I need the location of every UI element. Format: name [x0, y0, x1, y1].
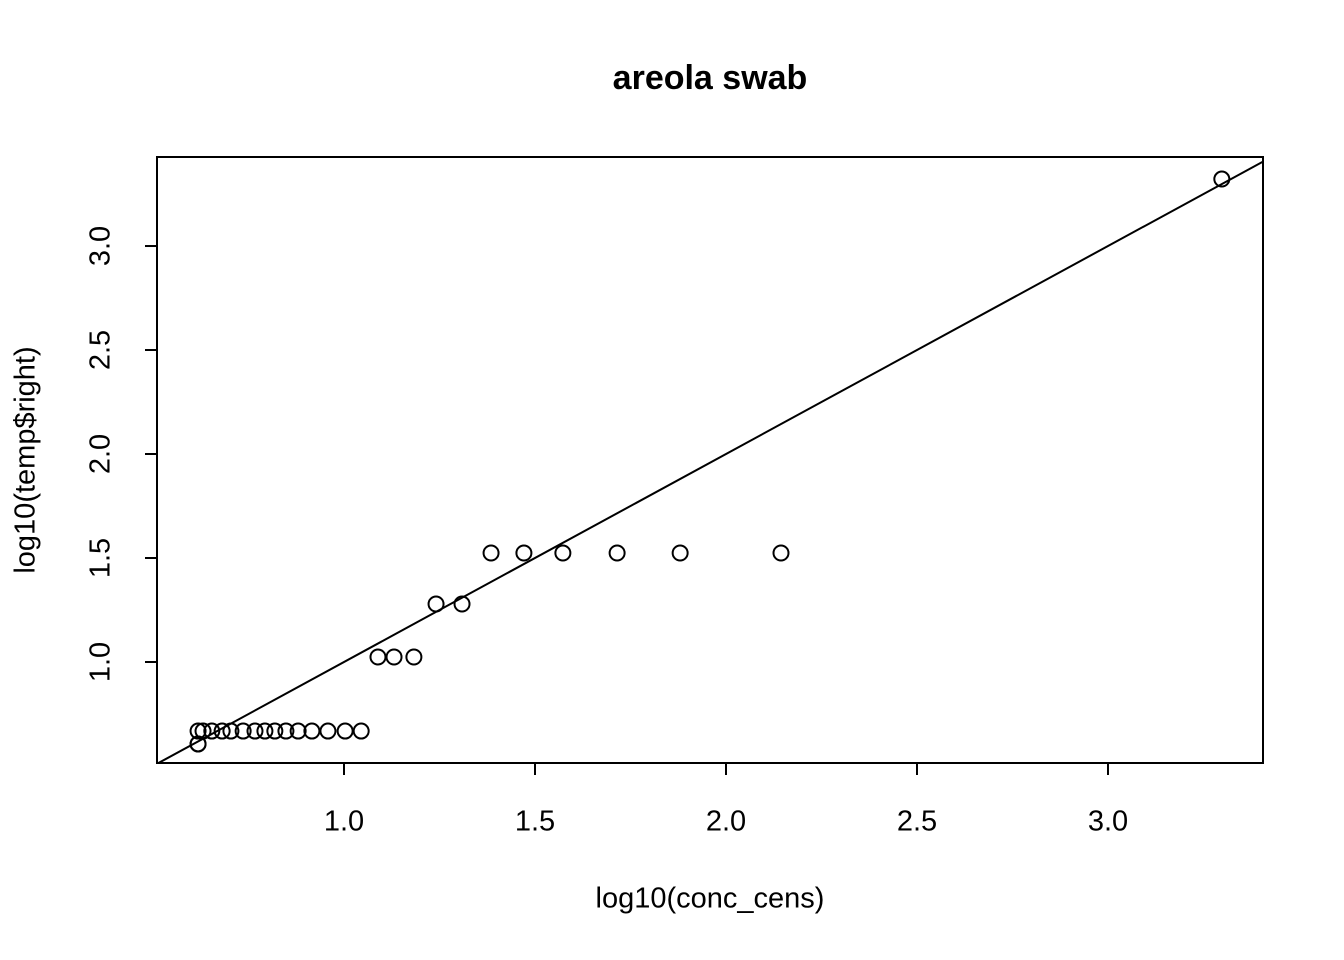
point — [336, 722, 354, 740]
point — [554, 544, 572, 562]
point — [671, 544, 689, 562]
x-tick-label: 2.0 — [706, 806, 746, 838]
y-tick-label: 2.5 — [85, 330, 117, 370]
point — [303, 722, 321, 740]
point — [194, 722, 212, 740]
point — [289, 722, 307, 740]
point — [319, 722, 337, 740]
x-tick-label: 1.0 — [324, 806, 364, 838]
point — [246, 722, 264, 740]
point — [189, 722, 207, 740]
point — [213, 722, 231, 740]
y-tick-label: 1.0 — [85, 642, 117, 682]
chart-title: areola swab — [613, 59, 808, 97]
point — [1213, 170, 1231, 188]
x-tick-label: 3.0 — [1088, 806, 1128, 838]
x-axis-label: log10(conc_cens) — [596, 883, 825, 915]
plot-box — [156, 156, 1264, 764]
point — [405, 648, 423, 666]
point — [352, 722, 370, 740]
y-tick-label: 3.0 — [85, 226, 117, 266]
point — [369, 648, 387, 666]
point — [234, 722, 252, 740]
y-axis-label: log10(temp$right) — [10, 346, 42, 573]
x-tick-label: 2.5 — [897, 806, 937, 838]
point — [203, 722, 221, 740]
point — [515, 544, 533, 562]
point — [277, 722, 295, 740]
reference-line — [157, 160, 1263, 763]
x-tick-label: 1.5 — [515, 806, 555, 838]
y-tick-label: 2.0 — [85, 434, 117, 474]
y-tick-label: 1.5 — [85, 538, 117, 578]
point — [385, 648, 403, 666]
point — [608, 544, 626, 562]
point — [427, 595, 445, 613]
point — [772, 544, 790, 562]
point — [266, 722, 284, 740]
point — [453, 595, 471, 613]
point — [482, 544, 500, 562]
point — [256, 722, 274, 740]
point — [222, 722, 240, 740]
